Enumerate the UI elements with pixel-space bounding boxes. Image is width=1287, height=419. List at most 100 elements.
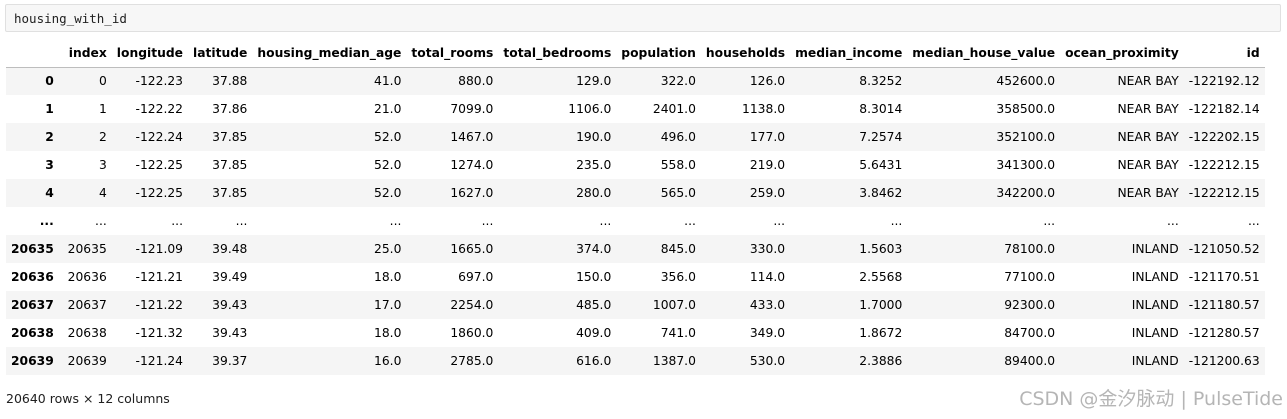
header-cell-households: households [700,39,791,68]
header-cell-median-house-value: median_house_value [907,39,1061,68]
table-cell: -122212.15 [1188,158,1260,172]
table-cell: 77100.0 [1004,270,1056,284]
table-cell: 741.0 [660,326,696,340]
table-cell: 39.43 [212,298,248,312]
table-cell: 280.0 [576,186,612,200]
table-cell: 37.88 [212,74,248,89]
table-cell: 17.0 [374,298,402,312]
table-cell: 1274.0 [450,158,494,172]
table-cell: ... [1167,214,1179,228]
table-cell: 18.0 [374,326,402,340]
table-cell: -122212.15 [1188,186,1260,200]
table-cell: 37.85 [212,186,248,200]
table-cell: 52.0 [374,158,402,172]
table-cell: 7099.0 [450,102,494,116]
table-cell: ... [95,214,107,228]
header-cell-index: index [58,39,112,68]
table-cell: 697.0 [458,270,494,284]
table-row: 20635 20635 -121.09 39.48 25.0 1665.0 374.0 845… [6,235,1265,263]
table-cell: 37.85 [212,130,248,144]
table-cell: 37.86 [212,102,248,116]
table-cell: -121.22 [135,298,183,312]
table-cell: -121050.52 [1188,242,1260,256]
table-cell: ... [684,214,696,228]
table-cell: -121280.57 [1188,326,1260,340]
table-cell: 530.0 [749,354,786,368]
table-header: index longitude latitude housing_median_age… [6,39,1265,68]
table-cell: -122192.12 [1188,74,1260,89]
row-label: 2 [45,130,54,144]
table-cell: 3 [98,158,107,172]
table-cell: 25.0 [374,242,402,256]
table-cell: -122182.14 [1188,102,1260,116]
table-cell: 616.0 [576,354,612,368]
table-cell: 190.0 [576,130,612,144]
table-cell: -121.24 [135,354,183,368]
table-cell: 20635 [67,242,107,256]
table-cell: ... [773,214,786,228]
table-cell: -121170.51 [1188,270,1260,284]
table-cell: 2254.0 [450,298,494,312]
table-cell: 496.0 [660,130,696,144]
header-row: index longitude latitude housing_median_age… [6,39,1265,68]
header-cell-longitude: longitude [111,39,188,68]
table-cell: -122.24 [135,130,183,144]
table-cell: ... [1247,214,1260,228]
table-cell: 342200.0 [996,186,1056,200]
table-cell: INLAND [1131,326,1179,340]
table-cell: ... [235,214,248,228]
table-cell: 1467.0 [450,130,494,144]
table-cell: INLAND [1131,298,1179,312]
table-cell: 409.0 [576,326,612,340]
table-cell: 1 [98,102,107,116]
table-cell: 1138.0 [742,102,786,116]
table-cell: 7.2574 [859,130,903,144]
table-cell: 330.0 [749,242,786,256]
table-row: 3 3 -122.25 37.85 52.0 1274.0 235.0 558.0 219.0 5… [6,151,1265,179]
table-cell: 1860.0 [450,326,494,340]
table-cell: 322.0 [660,74,696,89]
table-cell: 374.0 [576,242,612,256]
table-cell: 2785.0 [450,354,494,368]
table-cell: 5.6431 [859,158,903,172]
table-cell: 20637 [67,298,107,312]
code-cell[interactable]: housing_with_id [5,4,1281,32]
row-label: 20635 [11,242,54,256]
table-cell: 20636 [67,270,107,284]
table-cell: 92300.0 [1004,298,1056,312]
table-cell: ... [481,214,494,228]
table-cell: 18.0 [374,270,402,284]
table-cell: -121.32 [135,326,183,340]
header-cell-ocean-proximity: ocean_proximity [1060,39,1184,68]
row-label: 20637 [11,298,54,312]
table-cell: 845.0 [660,242,696,256]
table-row: 20637 20637 -121.22 39.43 17.0 2254.0 485.0 100… [6,291,1265,319]
row-label: ... [39,214,54,228]
table-cell: 1.7000 [859,298,903,312]
table-cell: NEAR BAY [1117,158,1179,172]
table-cell: ... [1043,214,1056,228]
header-cell-row-label [6,39,59,68]
dataframe-table: index longitude latitude housing_median_age… [6,39,1265,375]
table-cell: 235.0 [576,158,612,172]
header-cell-total-rooms: total_rooms [406,39,499,68]
table-cell: -122202.15 [1188,130,1260,144]
table-cell: 52.0 [374,130,402,144]
table-cell: 39.48 [212,242,248,256]
table-cell: 1.5603 [859,242,903,256]
table-cell: INLAND [1131,270,1179,284]
table-row: 1 1 -122.22 37.86 21.0 7099.0 1106.0 2401.0 1138… [6,95,1265,123]
table-cell: INLAND [1131,242,1179,256]
table-cell: -122.25 [135,158,183,172]
table-cell: ... [599,214,612,228]
row-label: 4 [45,186,54,200]
table-cell: 2 [98,130,107,144]
table-cell: 20638 [67,326,107,340]
table-cell: 1007.0 [652,298,696,312]
table-cell: 356.0 [660,270,696,284]
row-label: 20636 [11,270,54,284]
table-cell: 558.0 [660,158,696,172]
table-cell: -122.23 [135,74,183,89]
table-cell: 259.0 [749,186,786,200]
table-row: 20639 20639 -121.24 39.37 16.0 2785.0 616.0 138… [6,347,1265,375]
